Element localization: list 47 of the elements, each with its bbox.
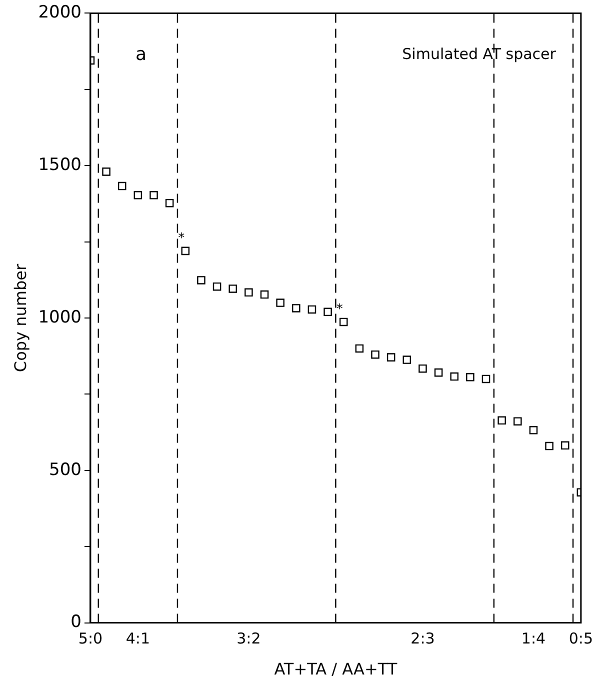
point (386, 353, 396, 362)
point (212, 282, 222, 291)
point (371, 350, 380, 359)
x-tick-label: 5:0 (78, 630, 103, 648)
point (418, 364, 427, 373)
point (165, 198, 174, 208)
point (118, 182, 126, 190)
x-tick-label: 0:5 (568, 630, 593, 648)
point (228, 284, 237, 293)
y-tick-label: 2000 (38, 2, 82, 23)
point (197, 276, 206, 284)
point (529, 426, 538, 434)
y-tick-label: 1000 (38, 307, 82, 328)
y-axis-title: Copy number (10, 264, 30, 372)
data-label: * (178, 230, 186, 246)
point (498, 416, 506, 425)
y-tick-label: 0 (70, 612, 82, 632)
x-tick-label: 1:4 (521, 630, 546, 648)
point (244, 288, 253, 297)
x-tick-label: 4:1 (126, 630, 150, 648)
point (181, 246, 190, 256)
point (339, 318, 348, 326)
text: Simulated AT spacer (402, 45, 557, 64)
point (466, 372, 474, 382)
point (450, 372, 458, 381)
point (292, 304, 300, 312)
point (324, 308, 332, 316)
point (276, 298, 284, 307)
x-axis-title: AT+TA / AA+TT (274, 660, 398, 679)
point (260, 290, 269, 299)
data-label: * (336, 302, 344, 317)
point (514, 417, 522, 426)
point (545, 442, 554, 450)
point (308, 305, 316, 314)
y-tick-label: 1500 (38, 155, 82, 176)
annotation: a (135, 44, 146, 65)
point (434, 368, 443, 377)
point (482, 374, 490, 384)
point (355, 344, 364, 353)
point (560, 441, 570, 450)
point (134, 191, 142, 200)
point (402, 356, 412, 364)
y-tick-label: 500 (49, 460, 82, 480)
x-tick-label: 2:3 (410, 630, 435, 648)
point (102, 168, 110, 176)
x-tick-label: 3:2 (236, 630, 261, 648)
point (150, 191, 158, 200)
